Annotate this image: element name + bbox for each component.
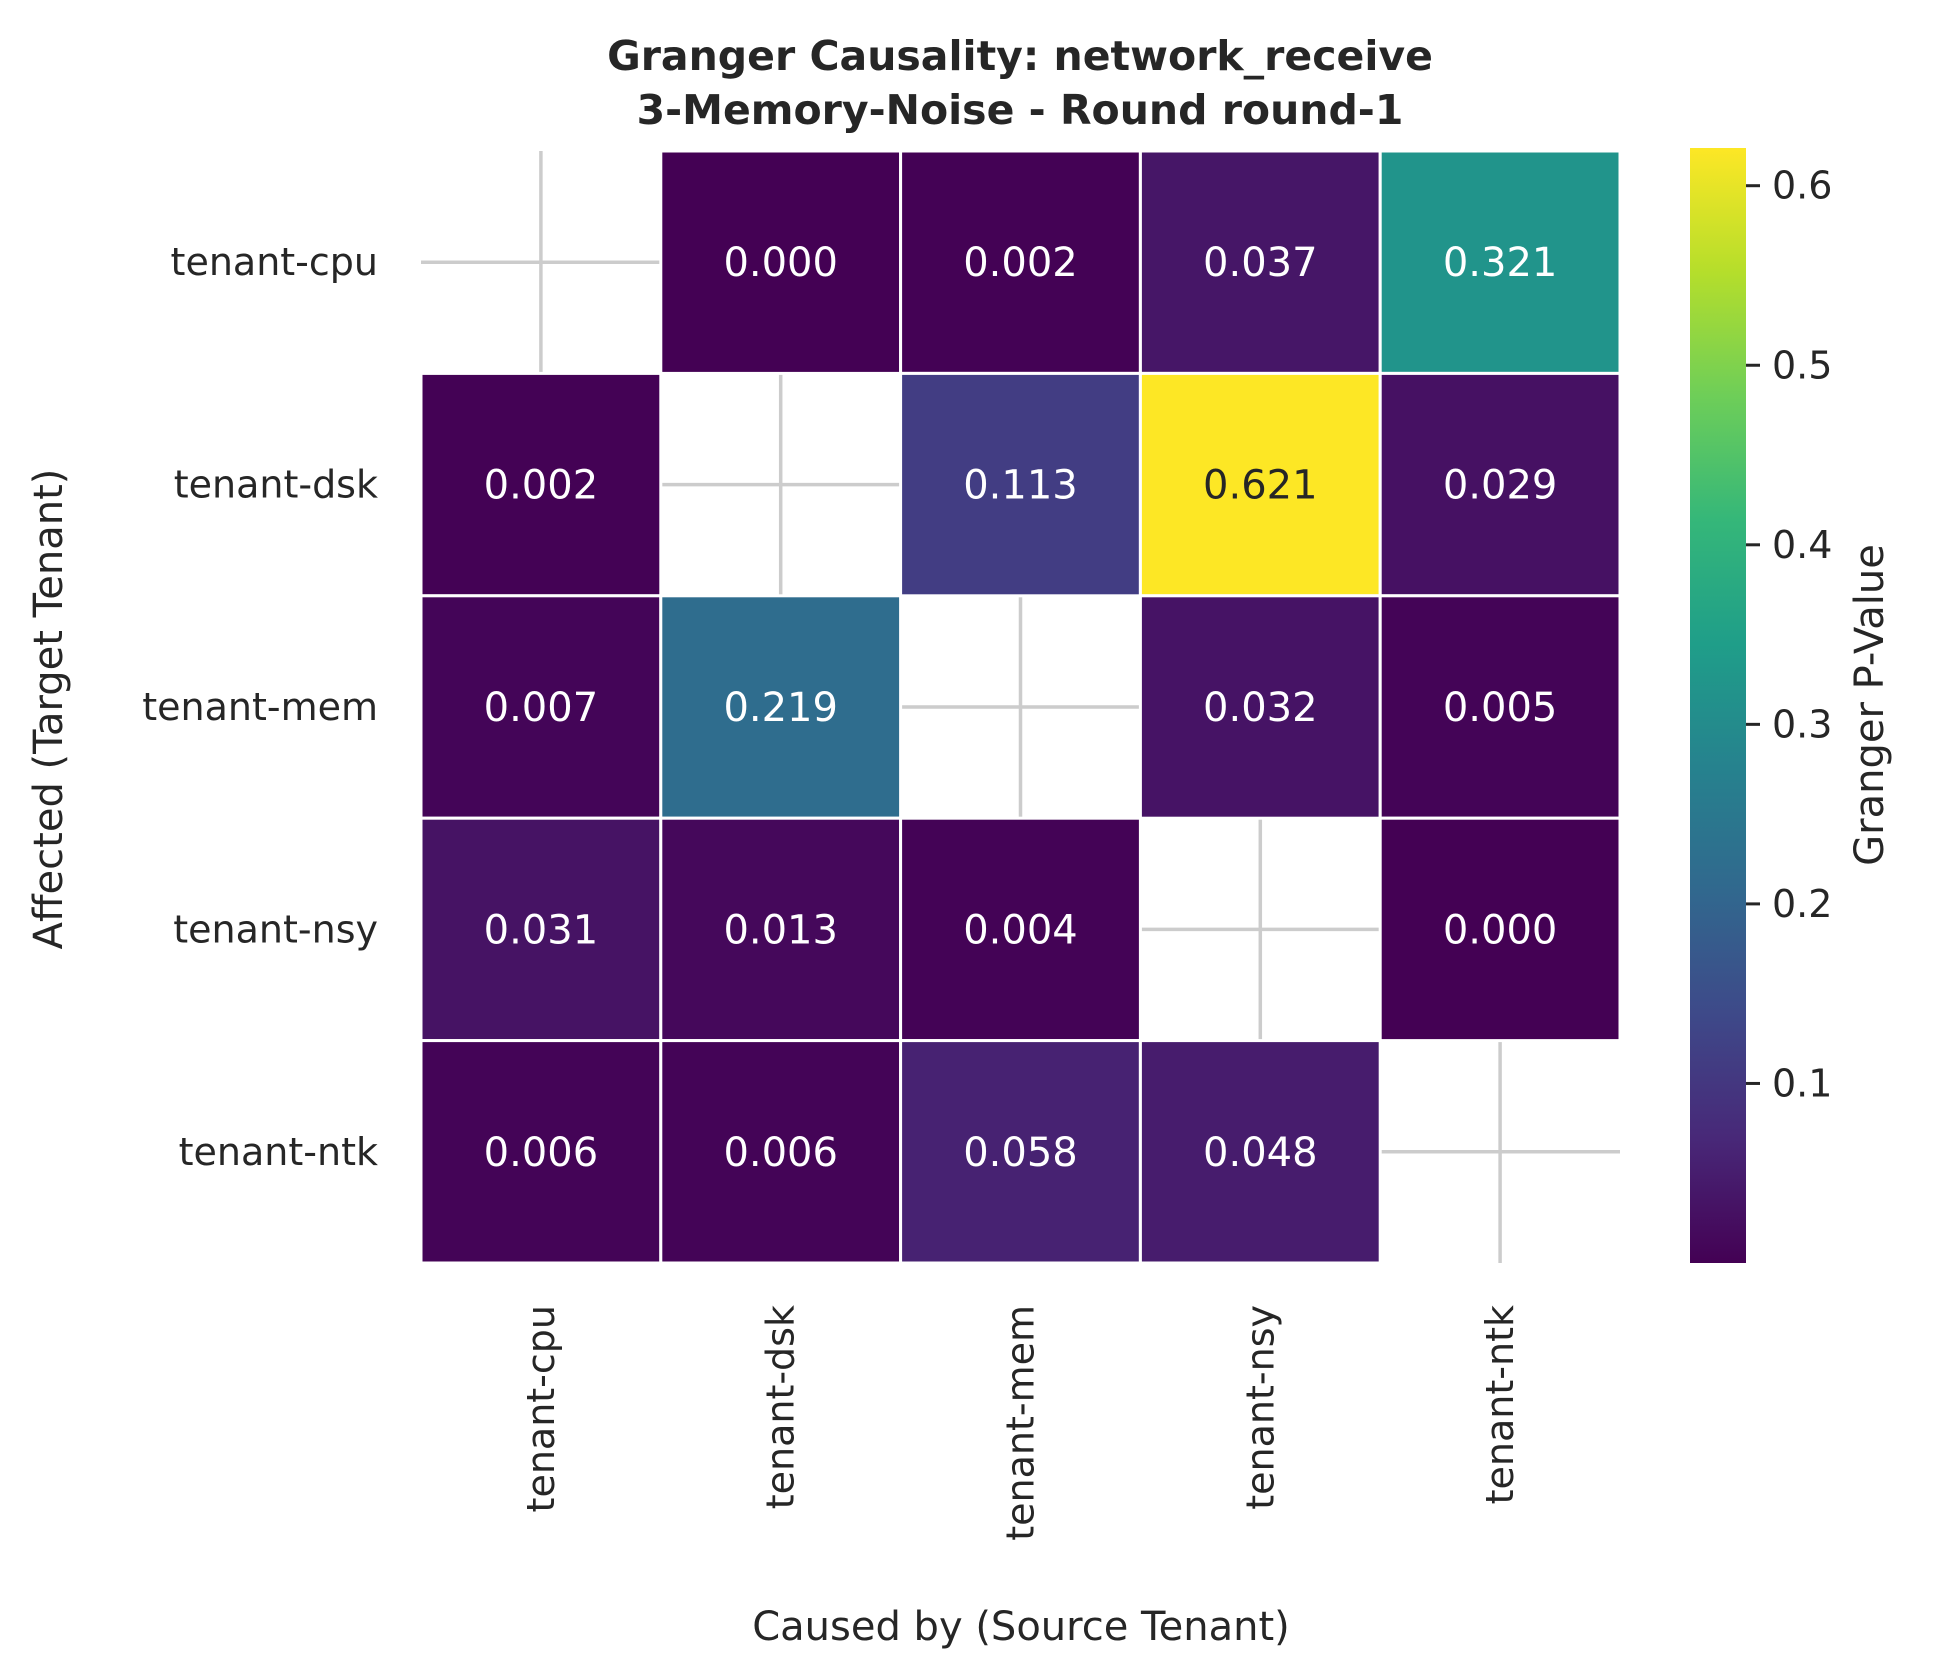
- colorbar-tick-label: 0.1: [1772, 1061, 1832, 1105]
- heatmap-cell-tenant-mem-tenant-dsk: [659, 594, 903, 820]
- colorbar-ticks: 0.1 0.2 0.3 0.4 0.5 0.6: [1746, 164, 1832, 1105]
- y-axis-label: Affected (Target Tenant): [26, 469, 72, 950]
- x-tick-label: tenant-dsk: [759, 1305, 803, 1509]
- y-tick-label: tenant-nsy: [173, 907, 378, 951]
- cell-value-label: 0.000: [723, 240, 838, 286]
- chart-title-line1: Granger Causality: network_receive: [607, 32, 1433, 80]
- cell-value-label: 0.005: [1443, 685, 1558, 731]
- colorbar-label: Granger P-Value: [1847, 544, 1893, 866]
- cell-value-label: 0.007: [484, 685, 599, 731]
- cell-value-labels: 0.000 0.002 0.037 0.321 0.002 0.113 0.621 0.029…: [484, 240, 1558, 1176]
- heatmap-cell-tenant-nsy-tenant-dsk: [659, 816, 903, 1043]
- cell-value-label: 0.029: [1443, 463, 1558, 509]
- colorbar-tick-label: 0.6: [1772, 164, 1832, 208]
- heatmap-cell-tenant-cpu-tenant-mem: [899, 149, 1142, 375]
- cell-value-label: 0.058: [963, 1130, 1078, 1176]
- cell-value-label: 0.013: [723, 907, 838, 953]
- cell-value-label: 0.113: [963, 463, 1078, 509]
- cell-value-label: 0.031: [484, 907, 599, 953]
- colorbar-tick-label: 0.5: [1772, 343, 1832, 387]
- x-tick-label: tenant-nsy: [1238, 1305, 1282, 1510]
- x-tick-label: tenant-cpu: [519, 1305, 563, 1512]
- cell-value-label: 0.004: [963, 907, 1078, 953]
- colorbar-tick-label: 0.3: [1772, 702, 1832, 746]
- cell-value-label: 0.321: [1443, 240, 1558, 286]
- x-tick-labels: tenant-cpu tenant-dsk tenant-mem tenant-nsy…: [519, 1305, 1522, 1541]
- x-tick-label: tenant-mem: [999, 1305, 1043, 1541]
- heatmap-cell-tenant-ntk-tenant-mem: [899, 1039, 1142, 1265]
- x-axis-label: Caused by (Source Tenant): [752, 1604, 1290, 1650]
- y-tick-label: tenant-ntk: [179, 1130, 378, 1174]
- heatmap-cell-tenant-dsk-tenant-cpu: [419, 371, 663, 598]
- heatmap-cell-tenant-dsk-tenant-mem: [899, 371, 1142, 598]
- heatmap-cells: [419, 149, 1622, 1265]
- y-tick-label: tenant-dsk: [174, 463, 378, 507]
- cell-value-label: 0.032: [1203, 685, 1318, 731]
- cell-value-label: 0.000: [1443, 907, 1558, 953]
- heatmap-cell-tenant-ntk-tenant-nsy: [1138, 1039, 1382, 1265]
- heatmap-cell-tenant-mem-tenant-nsy: [1138, 594, 1382, 820]
- heatmap-cell-tenant-dsk-tenant-nsy: [1138, 371, 1382, 598]
- cell-value-label: 0.006: [484, 1130, 599, 1176]
- heatmap-cell-tenant-cpu-tenant-ntk: [1378, 149, 1622, 375]
- heatmap-cell-tenant-ntk-tenant-dsk: [659, 1039, 903, 1265]
- cell-value-label: 0.219: [723, 685, 838, 731]
- chart-title-line2: 3-Memory-Noise - Round round-1: [637, 86, 1404, 134]
- heatmap-cell-tenant-mem-tenant-cpu: [419, 594, 663, 820]
- cell-value-label: 0.006: [723, 1130, 838, 1176]
- cell-value-label: 0.002: [484, 463, 599, 509]
- y-tick-label: tenant-cpu: [171, 240, 378, 284]
- heatmap-cell-tenant-mem-tenant-ntk: [1378, 594, 1622, 820]
- y-tick-label: tenant-mem: [142, 685, 378, 729]
- colorbar: [1690, 148, 1746, 1263]
- cell-value-label: 0.048: [1203, 1130, 1318, 1176]
- cell-value-label: 0.002: [963, 240, 1078, 286]
- colorbar-tick-label: 0.4: [1772, 523, 1832, 567]
- heatmap-cell-tenant-nsy-tenant-mem: [899, 816, 1142, 1043]
- heatmap-cell-tenant-dsk-tenant-ntk: [1378, 371, 1622, 598]
- heatmap-cell-tenant-nsy-tenant-ntk: [1378, 816, 1622, 1043]
- x-tick-label: tenant-ntk: [1478, 1305, 1522, 1504]
- cell-value-label: 0.621: [1203, 463, 1318, 509]
- cell-value-label: 0.037: [1203, 240, 1318, 286]
- heatmap-cell-tenant-nsy-tenant-cpu: [419, 816, 663, 1043]
- y-tick-labels: tenant-cpu tenant-dsk tenant-mem tenant-nsy…: [142, 240, 378, 1174]
- colorbar-tick-label: 0.2: [1772, 882, 1832, 926]
- heatmap-cell-tenant-ntk-tenant-cpu: [419, 1039, 663, 1265]
